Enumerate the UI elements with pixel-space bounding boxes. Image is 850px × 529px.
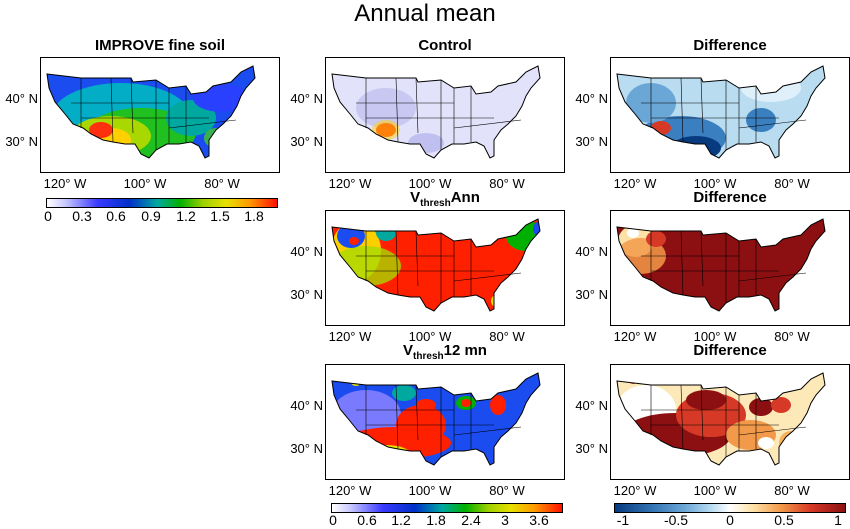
- colorbar-tick: 0: [726, 512, 734, 528]
- lon-label: 120° W: [43, 176, 87, 191]
- colorbar-tick: 0: [44, 208, 52, 224]
- panel-title-control: Control: [418, 37, 472, 54]
- map-control: [325, 57, 565, 173]
- lat-label: 40° N: [290, 244, 323, 259]
- colorbar-tick: 3: [501, 512, 509, 528]
- lon-label: 120° W: [613, 176, 657, 191]
- colorbar-tick: 1.8: [426, 512, 446, 528]
- lat-label: 30° N: [290, 441, 323, 456]
- map-difference-control: [610, 57, 850, 173]
- panel-title-improve: IMPROVE fine soil: [94, 37, 226, 54]
- panel-title-difference-ann: Difference: [693, 189, 767, 206]
- lon-label: 80° W: [489, 176, 525, 191]
- colorbar-tick: 0.6: [357, 512, 377, 528]
- lon-label: 80° W: [489, 483, 525, 498]
- lon-label: 80° W: [774, 329, 810, 344]
- panel-title-difference-12mn: Difference: [693, 342, 767, 359]
- lat-label: 40° N: [290, 91, 323, 106]
- lon-label: 80° W: [774, 483, 810, 498]
- 12mn-suffix: 12 mn: [443, 342, 487, 359]
- colorbar-tick: 1.8: [244, 208, 264, 224]
- panel-title-difference-control: Difference: [693, 37, 767, 54]
- lon-label: 80° W: [774, 176, 810, 191]
- lon-label: 100° W: [693, 483, 737, 498]
- lon-label: 100° W: [408, 483, 452, 498]
- colorbar-tick: 1.2: [391, 512, 411, 528]
- lon-label: 80° W: [489, 329, 525, 344]
- lon-label: 100° W: [693, 329, 737, 344]
- lat-label: 30° N: [5, 134, 38, 149]
- lat-label: 30° N: [575, 134, 608, 149]
- colorbar-tick: 0.9: [141, 208, 161, 224]
- lat-label: 30° N: [575, 441, 608, 456]
- colorbar-tick: 0: [329, 512, 337, 528]
- panel-title-vthresh-ann: VthreshAnn: [325, 189, 565, 209]
- colorbar-tick: -1: [616, 512, 630, 528]
- thresh-subscript: thresh: [420, 198, 451, 209]
- lat-label: 40° N: [5, 91, 38, 106]
- lat-label: 30° N: [575, 287, 608, 302]
- lon-label: 120° W: [613, 483, 657, 498]
- map-improve: [40, 57, 280, 173]
- ann-suffix: Ann: [450, 189, 480, 206]
- colorbar-difference: [614, 503, 846, 513]
- lat-label: 40° N: [575, 244, 608, 259]
- lon-label: 100° W: [123, 176, 167, 191]
- colorbar-tick: 3.6: [529, 512, 549, 528]
- colorbar-tick: 0.3: [72, 208, 92, 224]
- colorbar-tick: 0.5: [774, 512, 794, 528]
- lon-label: 80° W: [204, 176, 240, 191]
- thresh-subscript: thresh: [413, 351, 444, 362]
- lon-label: 100° W: [408, 329, 452, 344]
- v-prefix: V: [403, 342, 414, 359]
- lat-label: 40° N: [575, 398, 608, 413]
- colorbar-tick: 1.2: [176, 208, 196, 224]
- map-difference-ann: [610, 210, 850, 326]
- colorbar-tick: 2.4: [461, 512, 481, 528]
- colorbar-tick: 1: [834, 512, 842, 528]
- colorbar-improve: [46, 198, 278, 208]
- lon-label: 120° W: [328, 483, 372, 498]
- colorbar-tick: -0.5: [663, 512, 689, 528]
- map-vthresh-ann: [325, 210, 565, 326]
- v-prefix: V: [410, 189, 421, 206]
- lon-label: 100° W: [693, 176, 737, 191]
- lat-label: 40° N: [290, 398, 323, 413]
- map-difference-12mn: [610, 364, 850, 480]
- colorbar-model: [331, 503, 563, 513]
- lon-label: 120° W: [328, 329, 372, 344]
- lat-label: 30° N: [290, 287, 323, 302]
- colorbar-tick: 0.6: [106, 208, 126, 224]
- lon-label: 120° W: [613, 329, 657, 344]
- lon-label: 100° W: [408, 176, 452, 191]
- lat-label: 40° N: [575, 91, 608, 106]
- colorbar-tick: 1.5: [210, 208, 230, 224]
- map-vthresh-12mn: [325, 364, 565, 480]
- figure-title: Annual mean: [354, 0, 496, 27]
- panel-title-vthresh-12mn: Vthresh12 mn: [325, 342, 565, 362]
- lon-label: 120° W: [328, 176, 372, 191]
- lat-label: 30° N: [290, 134, 323, 149]
